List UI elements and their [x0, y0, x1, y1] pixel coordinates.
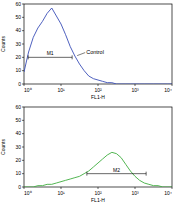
x-tick-label: 10²	[94, 190, 102, 196]
x-tick-label: 10³	[131, 190, 139, 196]
x-tick-label: 10¹	[57, 190, 65, 196]
label-leader	[77, 53, 85, 56]
x-tick-label: 10⁰	[24, 190, 32, 196]
y-tick-label: 0	[18, 81, 21, 87]
x-tick-label: 10⁴	[164, 87, 172, 93]
y-tick-label: 50	[15, 14, 21, 20]
data-group	[24, 8, 172, 84]
y-tick-label: 30	[15, 41, 21, 47]
y-tick-label: 50	[15, 117, 21, 123]
panel: 0 10 20 30 40 50 60 10⁰ 10¹ 10² 10³ 10⁴ FL1-H Counts M…	[0, 104, 172, 203]
y-tick-label: 40	[15, 130, 21, 136]
figure: 0 10 20 30 40 50 60 10⁰ 10¹ 10² 10³ 10⁴ FL1-H Counts M…	[0, 0, 177, 206]
y-tick-label: 30	[15, 144, 21, 150]
y-axis-label: Counts	[0, 36, 6, 52]
x-axis-label: FL1-H	[91, 197, 105, 203]
histogram-line	[24, 8, 172, 84]
plot-frame	[24, 107, 172, 187]
x-axis-label: FL1-H	[91, 94, 105, 100]
y-tick-label: 10	[15, 67, 21, 73]
y-tick-label: 60	[15, 1, 21, 7]
y-tick-label: 60	[15, 104, 21, 110]
x-tick-label: 10¹	[57, 87, 65, 93]
y-tick-label: 0	[18, 184, 21, 190]
x-tick-label: 10²	[94, 87, 102, 93]
plot-frame	[24, 4, 172, 84]
x-tick-label: 10⁴	[164, 190, 172, 196]
panel: 0 10 20 30 40 50 60 10⁰ 10¹ 10² 10³ 10⁴ FL1-H Counts M…	[0, 1, 172, 100]
y-tick-label: 10	[15, 170, 21, 176]
data-group	[24, 152, 172, 187]
x-tick-label: 10⁰	[24, 87, 32, 93]
gate-label: M1	[47, 50, 54, 56]
series-label: Control	[86, 49, 104, 55]
y-tick-label: 40	[15, 27, 21, 33]
histogram-line	[24, 152, 172, 187]
y-tick-label: 20	[15, 157, 21, 163]
y-axis-label: Counts	[0, 139, 6, 155]
x-tick-label: 10³	[131, 87, 139, 93]
y-tick-label: 20	[15, 54, 21, 60]
gate-label: M2	[113, 167, 120, 173]
